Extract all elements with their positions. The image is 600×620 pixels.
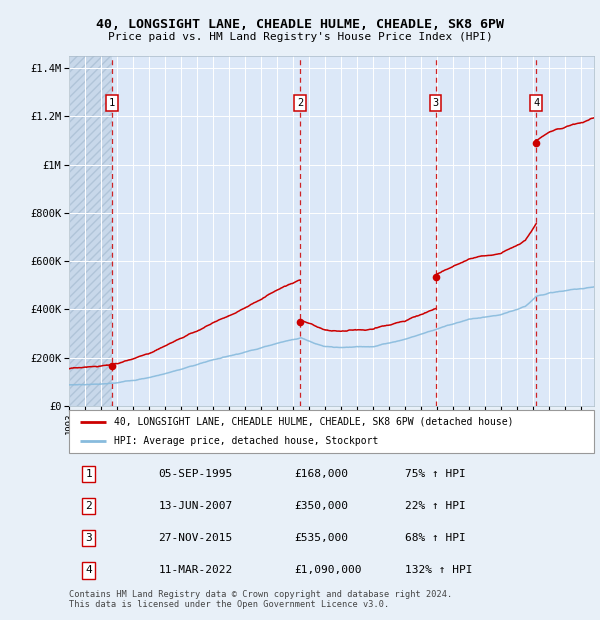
Text: 11-MAR-2022: 11-MAR-2022 — [158, 565, 233, 575]
Text: 75% ↑ HPI: 75% ↑ HPI — [405, 469, 466, 479]
Text: 2: 2 — [297, 98, 303, 108]
Text: 40, LONGSIGHT LANE, CHEADLE HULME, CHEADLE, SK8 6PW: 40, LONGSIGHT LANE, CHEADLE HULME, CHEAD… — [96, 19, 504, 31]
Text: 4: 4 — [86, 565, 92, 575]
Text: 2: 2 — [86, 501, 92, 511]
Text: 1: 1 — [86, 469, 92, 479]
Text: 27-NOV-2015: 27-NOV-2015 — [158, 533, 233, 543]
Text: 132% ↑ HPI: 132% ↑ HPI — [405, 565, 473, 575]
Text: 3: 3 — [86, 533, 92, 543]
Text: Contains HM Land Registry data © Crown copyright and database right 2024.
This d: Contains HM Land Registry data © Crown c… — [69, 590, 452, 609]
Text: £168,000: £168,000 — [295, 469, 349, 479]
Text: 68% ↑ HPI: 68% ↑ HPI — [405, 533, 466, 543]
Text: 1: 1 — [109, 98, 115, 108]
Text: 22% ↑ HPI: 22% ↑ HPI — [405, 501, 466, 511]
Text: £350,000: £350,000 — [295, 501, 349, 511]
Text: £535,000: £535,000 — [295, 533, 349, 543]
Text: 05-SEP-1995: 05-SEP-1995 — [158, 469, 233, 479]
Text: 3: 3 — [433, 98, 439, 108]
Text: 13-JUN-2007: 13-JUN-2007 — [158, 501, 233, 511]
Text: 40, LONGSIGHT LANE, CHEADLE HULME, CHEADLE, SK8 6PW (detached house): 40, LONGSIGHT LANE, CHEADLE HULME, CHEAD… — [113, 417, 513, 427]
Text: Price paid vs. HM Land Registry's House Price Index (HPI): Price paid vs. HM Land Registry's House … — [107, 32, 493, 42]
Bar — [69, 56, 112, 406]
Text: £1,090,000: £1,090,000 — [295, 565, 362, 575]
Text: 4: 4 — [533, 98, 539, 108]
Text: HPI: Average price, detached house, Stockport: HPI: Average price, detached house, Stoc… — [113, 436, 378, 446]
